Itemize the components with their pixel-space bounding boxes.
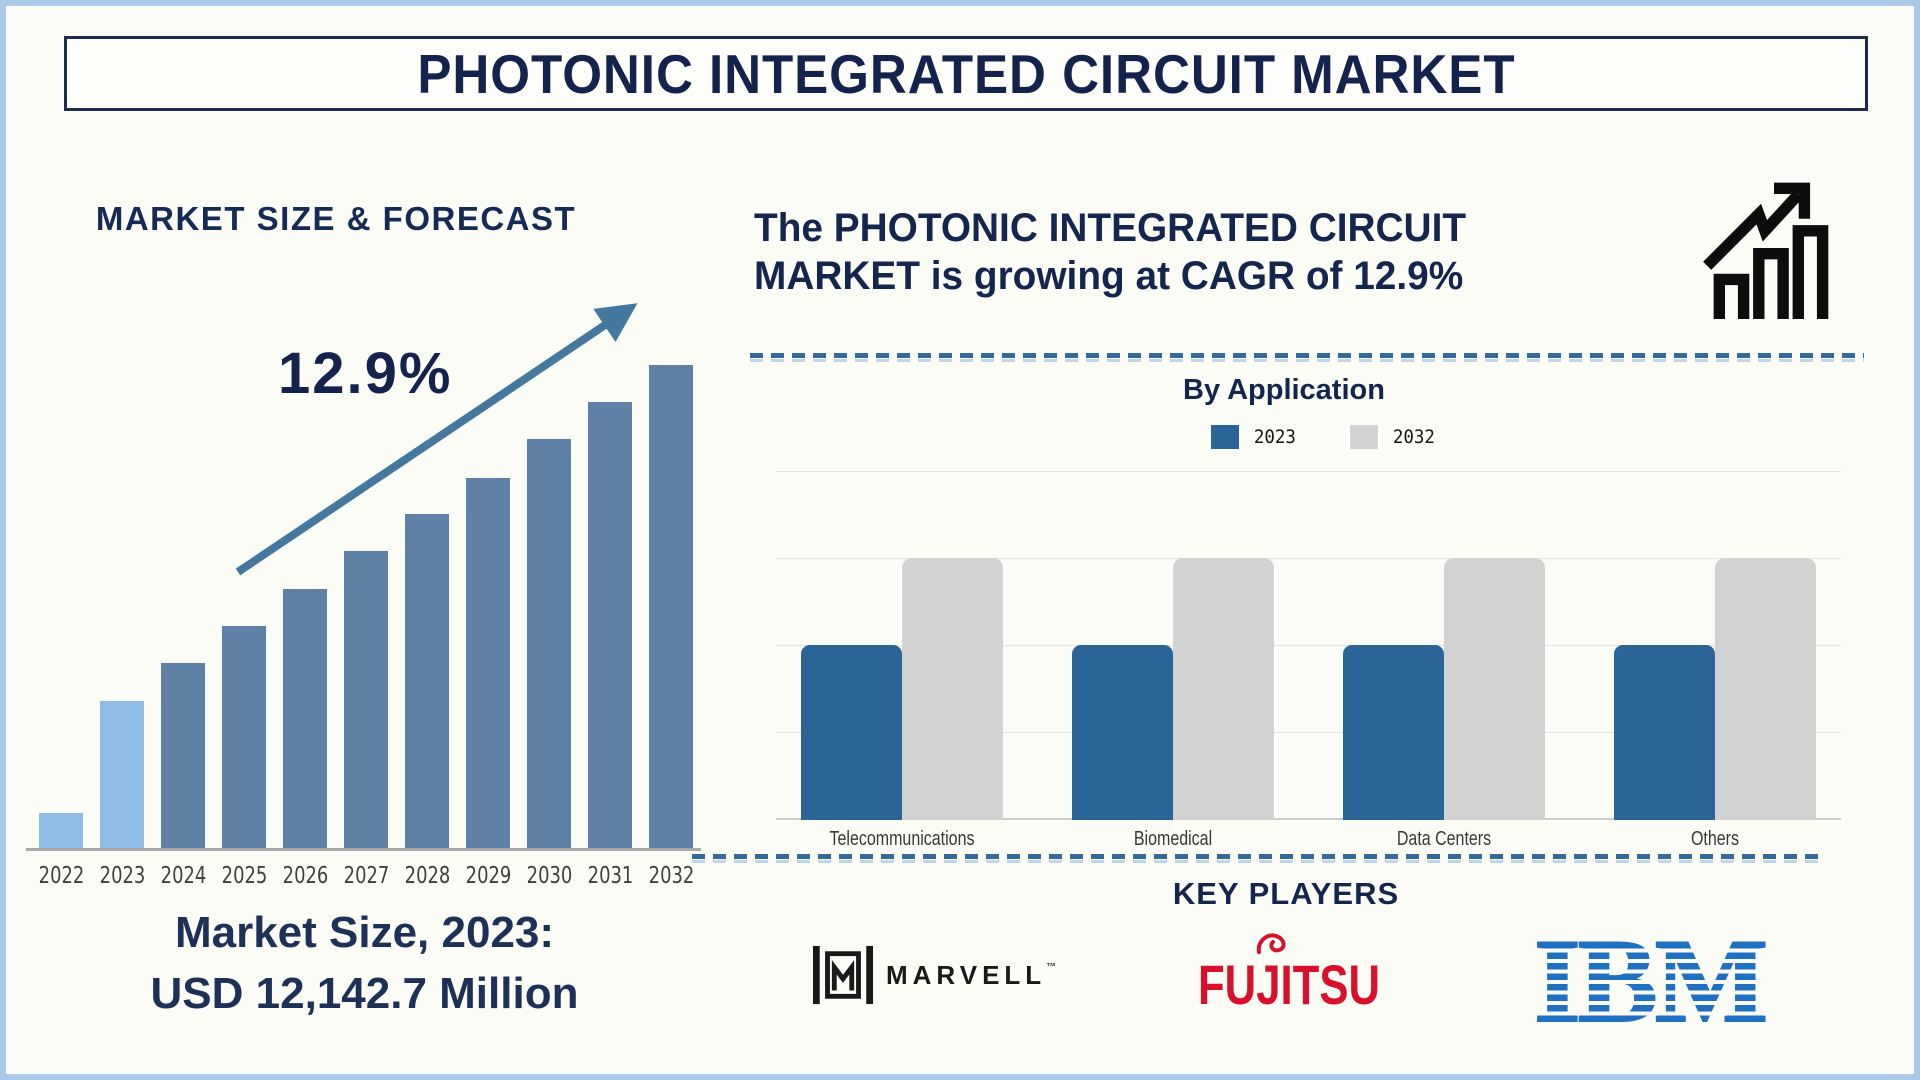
bar-group-others (1614, 558, 1816, 820)
by-application-bar-groups (776, 471, 1841, 820)
baseline (776, 818, 1841, 820)
market-size-caption: Market Size, 2023: USD 12,142.7 Million (42, 902, 687, 1024)
forecast-bar-2029 (466, 478, 510, 849)
forecast-bar-2032 (649, 365, 693, 849)
year-label-2032: 2032 (648, 863, 695, 889)
forecast-bar-2022 (39, 813, 83, 849)
bar-2023-telecommunications (801, 645, 902, 820)
fujitsu-swirl-icon (1256, 933, 1286, 954)
bar-2023-biomedical (1072, 645, 1173, 820)
fujitsu-logo: FUJITSU (1198, 933, 1408, 1024)
gridline (776, 471, 1841, 472)
gridline (776, 732, 1841, 733)
title-box: PHOTONIC INTEGRATED CIRCUIT MARKET (64, 36, 1868, 111)
market-forecast-bars (39, 365, 693, 849)
key-players-heading: KEY PLAYERS (1172, 876, 1400, 911)
by-application-plot (776, 471, 1841, 820)
year-label-2031: 2031 (587, 863, 634, 889)
by-application-title: By Application (1183, 374, 1385, 406)
year-axis-labels: 2022 2023 2024 2025 2026 2027 2028 2029 2030 2031… (31, 863, 702, 889)
bar-group-biomedical (1072, 558, 1274, 820)
year-label-2024: 2024 (160, 863, 207, 889)
category-label-biomedical: Biomedical (1133, 828, 1213, 850)
gridline (776, 558, 1841, 559)
chart-legend: 2023 2032 (1211, 425, 1437, 449)
bar-2032-data-centers (1444, 558, 1545, 820)
headline-line-2: MARKET is growing at CAGR of 12.9% (754, 254, 1464, 298)
bar-2023-others (1614, 645, 1715, 820)
forecast-bar-2031 (588, 402, 632, 849)
market-size-forecast-heading: MARKET SIZE & FORECAST (95, 200, 577, 237)
marvell-wordmark: MARVELL™ (886, 959, 1057, 990)
headline-line-1: The PHOTONIC INTEGRATED CIRCUIT (754, 206, 1467, 250)
year-label-2028: 2028 (404, 863, 451, 889)
ibm-stripes-overlay (1530, 942, 1770, 1022)
marvell-trademark: ™ (1046, 961, 1057, 973)
year-label-2022: 2022 (38, 863, 85, 889)
forecast-bar-2027 (344, 551, 388, 849)
growth-headline: The PHOTONIC INTEGRATED CIRCUIT MARKET i… (754, 204, 1627, 300)
category-label-others: Others (1690, 828, 1740, 850)
bar-2032-telecommunications (902, 558, 1003, 820)
bar-group-telecommunications (801, 558, 1003, 820)
year-label-2023: 2023 (99, 863, 146, 889)
forecast-bar-2026 (283, 589, 327, 849)
ibm-logo: IBM (1530, 920, 1770, 1042)
cagr-value-label: 12.9% (278, 341, 453, 406)
forecast-bar-2023 (100, 701, 144, 849)
bar-2032-others (1715, 558, 1816, 820)
year-label-2026: 2026 (282, 863, 329, 889)
marvell-mark-icon (812, 945, 874, 1005)
fujitsu-wordmark: FUJITSU (1198, 953, 1381, 1016)
year-label-2029: 2029 (465, 863, 512, 889)
marvell-logo: MARVELL™ (812, 942, 1056, 1008)
legend-label-2023: 2023 (1253, 426, 1296, 448)
forecast-bar-2030 (527, 439, 571, 849)
gridline (776, 645, 1841, 646)
dashed-divider-top (750, 353, 1864, 362)
legend-item-2032: 2032 (1349, 425, 1437, 449)
caption-line-2: USD 12,142.7 Million (150, 969, 579, 1018)
category-label-telecommunications: Telecommunications (829, 828, 975, 850)
legend-item-2023: 2023 (1211, 425, 1298, 449)
category-label-data-centers: Data Centers (1396, 828, 1492, 850)
year-label-2030: 2030 (526, 863, 573, 889)
page-title: PHOTONIC INTEGRATED CIRCUIT MARKET (416, 42, 1516, 105)
by-application-category-labels: Telecommunications Biomedical Data Centers… (776, 828, 1841, 851)
bar-2023-data-centers (1343, 645, 1444, 820)
legend-swatch-2023 (1211, 425, 1239, 449)
x-axis-line (26, 848, 701, 851)
forecast-bar-2028 (405, 514, 449, 849)
legend-label-2032: 2032 (1392, 426, 1435, 448)
caption-line-1: Market Size, 2023: (174, 908, 555, 957)
bar-group-data-centers (1343, 558, 1545, 820)
year-label-2027: 2027 (343, 863, 390, 889)
forecast-bar-2024 (161, 663, 205, 849)
bar-2032-biomedical (1173, 558, 1274, 820)
year-label-2025: 2025 (221, 863, 268, 889)
growth-chart-icon (1703, 182, 1829, 319)
legend-swatch-2032 (1349, 425, 1378, 449)
forecast-bar-2025 (222, 626, 266, 849)
dashed-divider-bottom (692, 854, 1820, 863)
